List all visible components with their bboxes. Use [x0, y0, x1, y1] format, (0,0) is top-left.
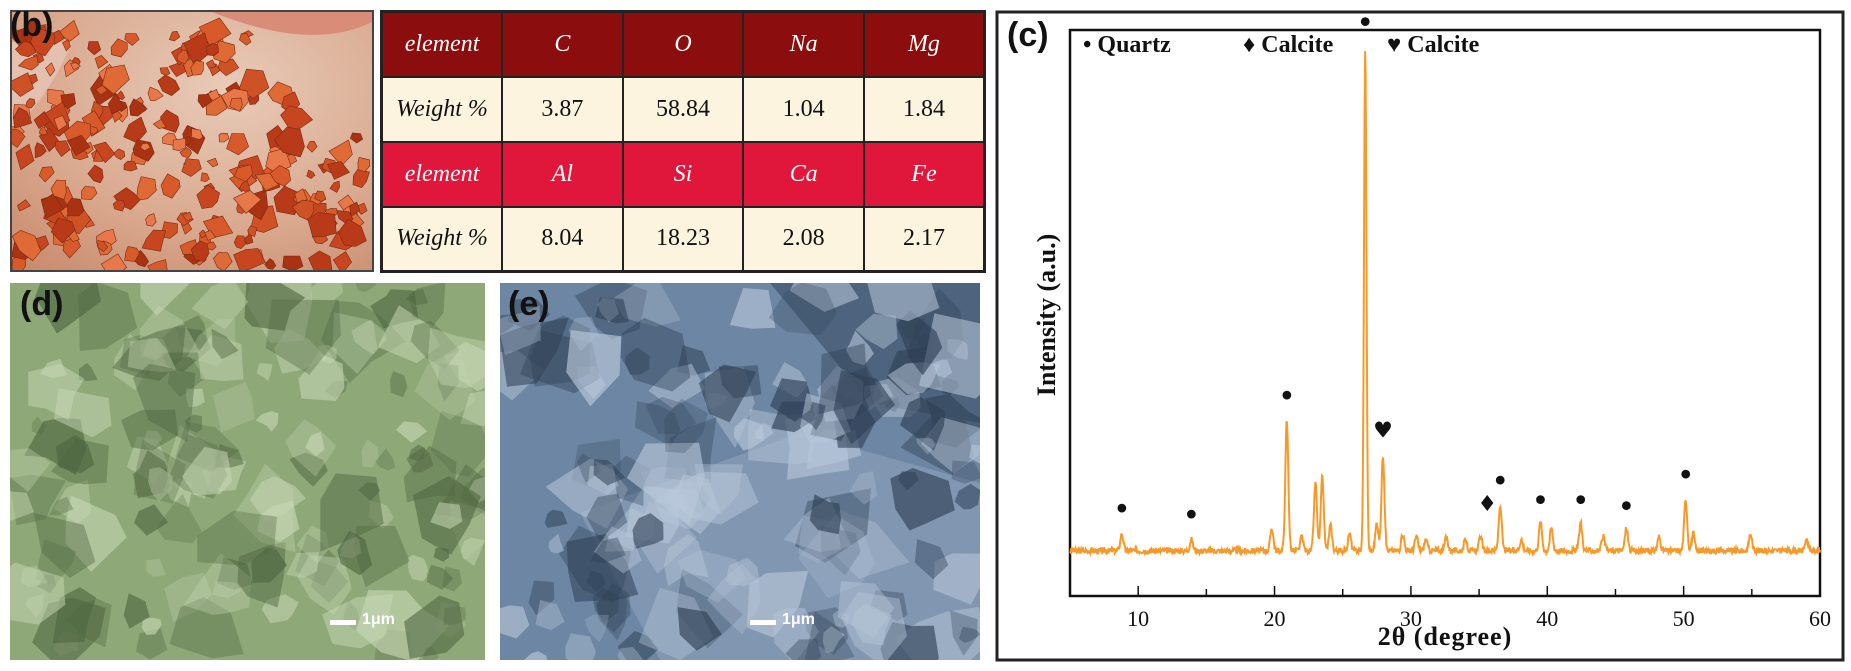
sem-image-d: 1μm [10, 283, 485, 660]
scale-label: 1μm [362, 611, 395, 628]
x-tick-label: 60 [1809, 606, 1831, 631]
element-composition-table: element C O Na Mg Weight % 3.87 58.84 1.… [380, 10, 986, 273]
legend-marker: ♥ [1387, 32, 1402, 58]
legend-label: Calcite [1407, 32, 1480, 58]
scale-label: 1μm [782, 611, 815, 628]
scale-bar [750, 620, 776, 625]
table-cell: Na [742, 10, 865, 78]
table-cell: Ca [742, 140, 865, 208]
table-cell: element [380, 140, 504, 208]
legend-quartz: • Quartz [1083, 32, 1171, 59]
x-tick-label: 30 [1400, 606, 1422, 631]
legend-calcite-heart: ♥ Calcite [1387, 32, 1479, 59]
phase-marker: ♦ [1477, 492, 1497, 517]
xrd-chart: 10 20 30 40 50 60 • • • • ♥ ♦ • • • • • (c) • Quartz ♦ … [995, 6, 1845, 662]
table-cell: O [621, 10, 745, 78]
scale-bar [330, 620, 356, 625]
x-tick-label: 40 [1536, 606, 1558, 631]
x-tick-label: 20 [1264, 606, 1286, 631]
table-cell: Si [621, 140, 745, 208]
phase-marker: • [1618, 490, 1636, 525]
table-cell: Weight % [380, 205, 504, 273]
series-line [1069, 51, 1821, 558]
x-axis-label: 2θ (degree) [1377, 622, 1513, 651]
phase-marker: ♥ [1373, 419, 1393, 444]
panel-label-e: (e) [508, 285, 550, 323]
table-row: Weight % 3.87 58.84 1.04 1.84 [380, 75, 986, 143]
table-row: element Al Si Ca Fe [380, 140, 986, 208]
brick-fragments-photo [10, 10, 374, 272]
phase-marker: • [1113, 493, 1131, 528]
phase-marker: • [1491, 464, 1509, 499]
table-cell: 3.87 [501, 75, 624, 143]
table-cell: 18.23 [621, 205, 745, 273]
y-axis-label: Intensity (a.u.) [1032, 233, 1061, 397]
table-cell: 8.04 [501, 205, 624, 273]
legend-marker: • [1083, 32, 1092, 58]
table-cell: 1.04 [742, 75, 865, 143]
panel-label-c: (c) [1007, 16, 1049, 54]
phase-marker: • [1532, 484, 1550, 519]
table-cell: C [501, 10, 624, 78]
legend-label: Calcite [1261, 32, 1334, 58]
panel-label-d: (d) [20, 285, 64, 323]
table-cell: 2.17 [862, 205, 986, 273]
chart-frame [995, 10, 1845, 662]
plot-area [1068, 28, 1822, 598]
phase-marker: • [1278, 379, 1296, 414]
table-row: Weight % 8.04 18.23 2.08 2.17 [380, 205, 986, 273]
x-tick-label: 10 [1127, 606, 1149, 631]
table-cell: 1.84 [862, 75, 986, 143]
table-cell: Weight % [380, 75, 504, 143]
x-tick-label: 50 [1673, 606, 1695, 631]
legend-calcite-diamond: ♦ Calcite [1243, 32, 1333, 59]
phase-marker: • [1356, 10, 1374, 41]
table-row: element C O Na Mg [380, 10, 986, 78]
table-cell: 58.84 [621, 75, 745, 143]
table-cell: 2.08 [742, 205, 865, 273]
sem-image-e: 1μm [500, 283, 980, 660]
table-cell: Mg [862, 10, 986, 78]
phase-marker: • [1572, 484, 1590, 519]
phase-marker: • [1677, 459, 1695, 494]
phase-marker: • [1183, 498, 1201, 533]
panel-label-b: (b) [10, 6, 54, 44]
table-cell: Al [501, 140, 624, 208]
legend-marker: ♦ [1243, 32, 1256, 58]
table-cell: Fe [862, 140, 986, 208]
table-cell: element [380, 10, 504, 78]
legend-label: Quartz [1097, 32, 1171, 58]
